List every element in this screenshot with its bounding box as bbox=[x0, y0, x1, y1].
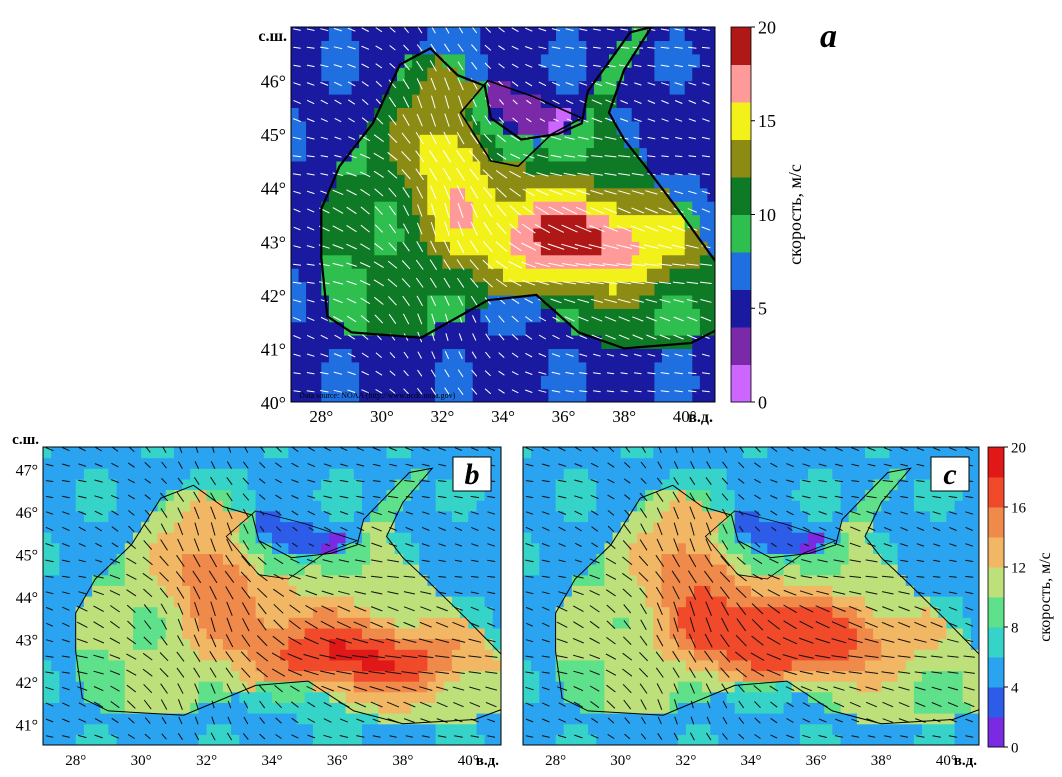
map-panel-c: c 28° 30° 32° 34° 36° 38° 40°в.д. bbox=[522, 446, 980, 769]
lat-tick-label: 43° bbox=[16, 633, 38, 650]
map-frame-a bbox=[290, 26, 716, 403]
map-panel-b: b 41° 42° 43° 44° 45° 46° 47° с.ш. 28° 30° 32° 34° 36… bbox=[12, 432, 502, 769]
colorbar-segment bbox=[731, 102, 751, 140]
lon-tick-label: 38° bbox=[612, 407, 636, 426]
lon-tick-label: 28° bbox=[545, 753, 566, 769]
colorbar-tick-label: 20 bbox=[1011, 440, 1026, 456]
colorbar-segment bbox=[988, 447, 1004, 478]
colorbar-segment bbox=[988, 567, 1004, 598]
map-panel-a: a Data source: NOAA (http://www.ncdc.noaa… bbox=[258, 18, 837, 426]
map-frame-c bbox=[522, 446, 980, 746]
lat-tick-label: 47° bbox=[16, 462, 38, 479]
lat-tick-label: 45° bbox=[16, 547, 38, 564]
colorbar-title: скорость, м/с bbox=[785, 164, 805, 265]
colorbar-segment bbox=[988, 597, 1004, 628]
colorbar-tick-label: 15 bbox=[758, 111, 776, 131]
colorbar-segment bbox=[731, 64, 751, 103]
lon-tick-label: 32° bbox=[196, 753, 217, 769]
lat-tick-label: 44° bbox=[16, 590, 38, 607]
colorbar-segment bbox=[731, 327, 751, 365]
colorbar-segment bbox=[731, 177, 751, 215]
lon-tick-label: 40° bbox=[673, 407, 697, 426]
colorbar-tick-label: 10 bbox=[758, 205, 776, 225]
lon-tick-label: 30° bbox=[610, 753, 631, 769]
lon-tick-label: 30° bbox=[370, 407, 394, 426]
lat-tick-label: 42° bbox=[261, 286, 286, 306]
colorbar-segment bbox=[988, 717, 1004, 748]
colorbar-segment bbox=[731, 289, 751, 328]
lon-axis-label: в.д. bbox=[688, 409, 713, 426]
crimea-outline-c bbox=[704, 510, 837, 580]
lon-tick-label: 38° bbox=[871, 753, 892, 769]
wind-arrows-a bbox=[292, 27, 713, 396]
lon-axis-label: в.д. bbox=[954, 753, 977, 769]
colorbar-segment bbox=[731, 252, 751, 290]
lat-tick-label: 41° bbox=[261, 339, 286, 359]
lon-tick-label: 32° bbox=[431, 407, 455, 426]
crimea-outline-b bbox=[225, 510, 359, 580]
colorbar-tick-label: 20 bbox=[758, 17, 776, 37]
lon-tick-label: 40° bbox=[936, 753, 957, 769]
lon-tick-label: 36° bbox=[327, 753, 348, 769]
coastline-c bbox=[555, 467, 979, 725]
lat-tick-label: 46° bbox=[16, 505, 38, 522]
colorbar-segment bbox=[988, 537, 1004, 568]
lon-tick-label: 38° bbox=[392, 753, 413, 769]
lon-axis-label: в.д. bbox=[476, 753, 499, 769]
colorbar-tick-label: 0 bbox=[758, 392, 767, 412]
panel-letter-box-b bbox=[452, 456, 492, 492]
lat-axis-label: с.ш. bbox=[258, 28, 287, 45]
colorbar-tick-label: 8 bbox=[1011, 620, 1019, 636]
lon-tick-label: 34° bbox=[262, 753, 283, 769]
colorbar-tick-label: 5 bbox=[758, 299, 767, 319]
lat-tick-label: 40° bbox=[261, 393, 286, 413]
map-frame-b bbox=[42, 446, 502, 746]
lon-tick-label: 28° bbox=[65, 753, 86, 769]
colorbar-segment bbox=[988, 477, 1004, 508]
data-source-note: Data source: NOAA (http://www.ncdc.noaa.… bbox=[299, 391, 456, 400]
colorbar-segment bbox=[988, 507, 1004, 538]
lon-tick-label: 32° bbox=[675, 753, 696, 769]
colorbar-tick-label: 0 bbox=[1011, 740, 1019, 756]
colorbar-segment bbox=[988, 687, 1004, 718]
lat-tick-label: 45° bbox=[261, 125, 286, 145]
lon-tick-label: 34° bbox=[741, 753, 762, 769]
speed-field-c bbox=[523, 447, 979, 745]
lon-tick-label: 36° bbox=[552, 407, 576, 426]
colorbar-segment bbox=[731, 27, 751, 65]
lon-tick-label: 40° bbox=[458, 753, 479, 769]
lon-tick-label: 36° bbox=[806, 753, 827, 769]
lon-tick-label: 28° bbox=[309, 407, 333, 426]
colorbar-cb-bc: 0 4 8 12 16 20 скорость, м/с bbox=[987, 440, 1054, 756]
lat-tick-label: 46° bbox=[261, 72, 286, 92]
wind-arrows-c bbox=[525, 447, 975, 741]
colorbar-segment bbox=[731, 139, 751, 178]
speed-field-b bbox=[43, 447, 501, 745]
lon-tick-label: 34° bbox=[491, 407, 515, 426]
colorbar-tick-label: 16 bbox=[1011, 500, 1027, 516]
colorbar-segment bbox=[731, 364, 751, 403]
coastline-a bbox=[320, 27, 715, 350]
colorbar-cb-a: 0 5 10 15 20 скорость, м/с bbox=[730, 17, 805, 412]
panel-letter-a: a bbox=[820, 18, 837, 55]
lat-tick-label: 44° bbox=[261, 179, 286, 199]
colorbar-frame bbox=[987, 446, 1005, 748]
lat-tick-label: 43° bbox=[261, 232, 286, 252]
crimea-outline-a bbox=[459, 79, 584, 168]
lat-tick-label: 41° bbox=[16, 718, 38, 735]
colorbar-segment bbox=[988, 627, 1004, 658]
colorbar-segment bbox=[731, 214, 751, 253]
panel-letter-c: c bbox=[943, 458, 956, 491]
coastline-b bbox=[75, 467, 501, 725]
colorbar-segment bbox=[988, 657, 1004, 688]
lon-tick-label: 30° bbox=[131, 753, 152, 769]
colorbar-title: скорость, м/с bbox=[1037, 552, 1054, 642]
colorbar-tick-label: 4 bbox=[1011, 680, 1019, 696]
colorbar-tick-label: 12 bbox=[1011, 560, 1026, 576]
lat-axis-label: с.ш. bbox=[12, 432, 39, 448]
panel-letter-b: b bbox=[465, 458, 480, 491]
lat-tick-label: 42° bbox=[16, 675, 38, 692]
panel-letter-box-c bbox=[930, 456, 970, 492]
